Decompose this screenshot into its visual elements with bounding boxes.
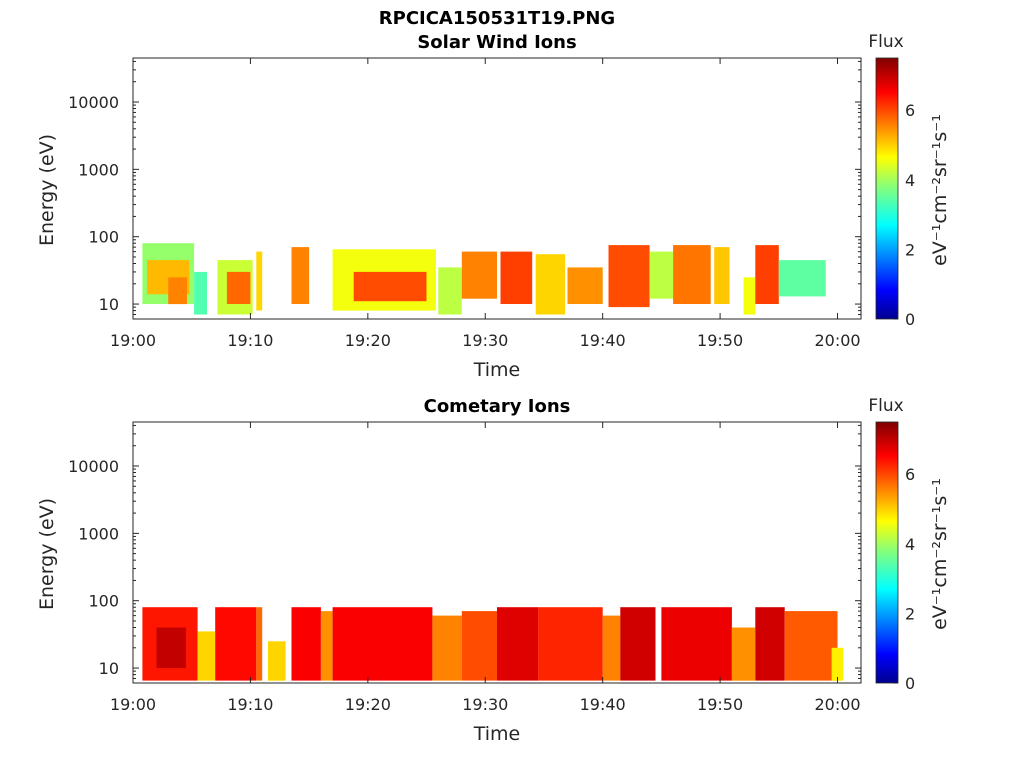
panel-solar-wind: Solar Wind Ions 19:00 19:10 19:20 19:30 19:4… [36,32,951,381]
y-axis-label: Energy (eV) [36,498,58,610]
flux-block [500,251,533,304]
colorbar-tick-label: 0 [905,310,915,329]
flux-block [497,607,539,681]
flux-block [714,247,730,304]
flux-block [194,271,207,315]
flux-block [291,247,310,304]
axes-frame [132,421,862,684]
flux-block [168,277,187,305]
flux-block [535,254,566,315]
colorbar-label: eV⁻¹cm⁻²sr⁻¹s⁻¹ [929,478,951,630]
panel-title: Cometary Ions [424,396,571,417]
flux-block [538,607,603,681]
flux-block [461,611,497,681]
flux-block [743,277,756,315]
colorbar-tick-label: 6 [905,101,915,120]
y-tick-label: 1000 [78,160,119,179]
x-tick-label: 19:30 [462,331,508,350]
flux-block [197,631,216,681]
flux-block [226,271,251,304]
flux-block [461,251,497,299]
y-tick-label: 10 [99,295,119,314]
colorbar-label: eV⁻¹cm⁻²sr⁻¹s⁻¹ [929,114,951,266]
y-tick-label: 100 [88,228,119,247]
x-tick-label: 19:10 [227,331,273,350]
flux-block [332,607,433,681]
y-tick-label: 1000 [78,524,119,543]
y-tick-label: 100 [88,592,119,611]
y-tick-label: 10000 [68,457,119,476]
flux-block [353,271,427,302]
x-tick-label: 20:00 [814,695,860,714]
flux-block [291,607,321,681]
flux-block [620,607,656,681]
y-tick-label: 10 [99,659,119,678]
flux-block [256,607,263,681]
colorbar-tick-label: 2 [905,240,915,259]
flux-block [602,615,621,681]
flux-block [778,260,826,297]
flux-block [156,627,186,669]
x-tick-label: 20:00 [814,331,860,350]
plot-area: 19:00 19:10 19:20 19:30 19:40 19:50 20:00 10 100… [68,421,915,714]
flux-block [432,615,462,681]
flux-block [755,245,779,304]
x-tick-label: 19:50 [697,331,743,350]
flux-block [268,641,286,681]
flux-block [784,611,838,681]
flux-block [731,627,756,681]
flux-block [438,267,462,315]
x-tick-label: 19:40 [580,695,626,714]
plot-area: 19:00 19:10 19:20 19:30 19:40 19:50 20:00 10 100… [68,57,915,350]
colorbar-tick-label: 4 [905,171,915,190]
x-tick-label: 19:30 [462,695,508,714]
flux-block [831,647,844,681]
colorbar-tick-label: 2 [905,604,915,623]
x-axis-label: Time [473,723,521,745]
colorbar-tick-label: 6 [905,465,915,484]
flux-block [755,607,785,681]
flux-block [567,267,603,304]
colorbar [875,57,899,320]
x-tick-label: 19:20 [345,695,391,714]
flux-block [256,251,263,311]
flux-block [320,611,333,681]
panel-title: Solar Wind Ions [417,32,576,53]
colorbar-title: Flux [868,32,903,52]
flux-block [649,251,674,299]
x-tick-label: 19:00 [110,695,156,714]
x-tick-label: 19:20 [345,331,391,350]
x-tick-label: 19:00 [110,331,156,350]
x-tick-label: 19:10 [227,695,273,714]
x-tick-label: 19:50 [697,695,743,714]
colorbar-tick-label: 4 [905,535,915,554]
x-axis-label: Time [473,359,521,381]
x-tick-label: 19:40 [580,331,626,350]
flux-block [673,245,711,304]
colorbar-title: Flux [868,396,903,416]
y-tick-label: 10000 [68,93,119,112]
y-axis-label: Energy (eV) [36,134,58,246]
flux-block [661,607,732,681]
colorbar [875,421,899,684]
colorbar-tick-label: 0 [905,674,915,693]
figure-title: RPCICA150531T19.PNG [379,8,615,29]
axes-frame [132,57,862,320]
panel-cometary: Cometary Ions 19:00 19:10 19:20 19:30 19:40 1… [36,396,951,745]
flux-block [608,245,650,308]
flux-block [215,607,257,681]
